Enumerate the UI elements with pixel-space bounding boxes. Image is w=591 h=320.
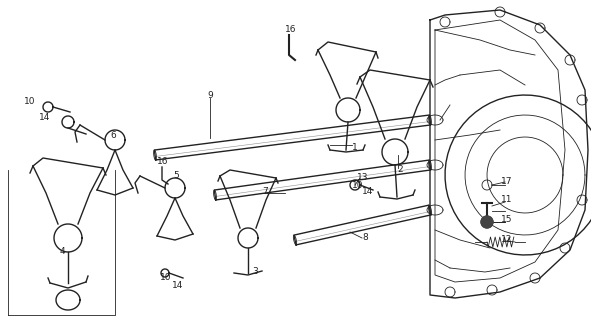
Text: 14: 14 [173,281,184,290]
Text: 9: 9 [207,91,213,100]
Text: 11: 11 [501,196,513,204]
Circle shape [481,216,493,228]
Text: 13: 13 [357,173,369,182]
Text: 10: 10 [352,180,363,189]
Text: 2: 2 [397,165,403,174]
Text: 8: 8 [362,234,368,243]
Text: 16: 16 [285,26,297,35]
Text: 12: 12 [501,236,512,244]
Text: 10: 10 [160,274,172,283]
Text: 1: 1 [352,143,358,153]
Text: 14: 14 [362,187,374,196]
Text: 6: 6 [110,131,116,140]
Text: 5: 5 [173,171,179,180]
Text: 16: 16 [157,157,169,166]
Text: 10: 10 [24,98,35,107]
Text: 15: 15 [501,215,513,225]
Text: 4: 4 [59,247,65,257]
Text: 3: 3 [252,268,258,276]
Text: 7: 7 [262,188,268,196]
Text: 17: 17 [501,178,513,187]
Text: 14: 14 [40,114,51,123]
